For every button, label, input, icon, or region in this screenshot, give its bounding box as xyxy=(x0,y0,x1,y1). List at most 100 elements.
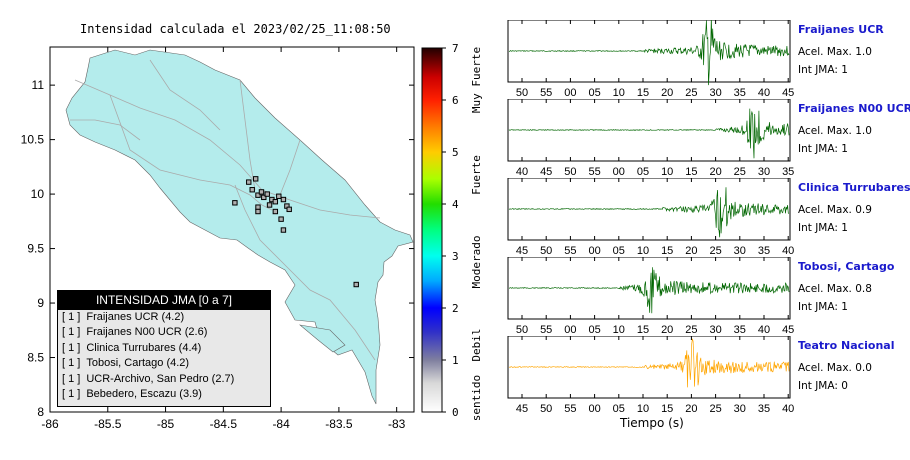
waveform-tick-label: 45 xyxy=(540,166,552,178)
waveform-tick-label: 20 xyxy=(685,245,697,257)
legend-level: [ 1 ] xyxy=(62,311,81,323)
accel-max-label: Acel. Max. 1.0 xyxy=(798,125,872,137)
scale-tick-label: 2 xyxy=(452,302,459,315)
accel-max-label: Acel. Max. 0.9 xyxy=(798,204,872,216)
intensity-legend: INTENSIDAD JMA [0 a 7] [ 1 ] Fraijanes UC… xyxy=(57,290,271,407)
legend-row: [ 1 ] Fraijanes UCR (4.2) xyxy=(58,310,270,325)
legend-row: [ 1 ] Bebedero, Escazu (3.9) xyxy=(58,387,270,402)
waveform-tick-label: 05 xyxy=(613,403,625,415)
waveform-tick-label: 25 xyxy=(709,403,721,415)
int-jma-label: Int JMA: 1 xyxy=(798,222,848,234)
legend-station-name: UCR-Archivo, San Pedro (2.7) xyxy=(86,372,235,385)
waveform-tick-label: 30 xyxy=(758,166,770,178)
station-marker xyxy=(286,206,292,213)
waveform-tick-label: 20 xyxy=(661,324,673,336)
waveform-tick-label: 10 xyxy=(613,87,625,99)
int-jma-label: Int JMA: 1 xyxy=(798,143,848,155)
waveform-tick-label: 40 xyxy=(758,324,770,336)
waveform-tick-label: 10 xyxy=(637,403,649,415)
map-x-tick-label: -84 xyxy=(272,417,290,431)
waveform-tick-label: 40 xyxy=(516,166,528,178)
map-x-tick-label: -83 xyxy=(388,417,406,431)
int-jma-label: Int JMA: 1 xyxy=(798,301,848,313)
station-marker xyxy=(258,189,265,195)
waveform-tick-label: 00 xyxy=(564,87,576,99)
waveform-trace xyxy=(508,338,790,388)
map-x-tick-label: -85 xyxy=(157,417,175,431)
station-title: Fraijanes UCR xyxy=(798,23,884,36)
map-y-tick-label: 11 xyxy=(32,78,45,92)
legend-row: [ 1 ] UCR-Archivo, San Pedro (2.7) xyxy=(58,372,270,387)
waveform-panel: 40 45 50 55 00 05 10 15 20 25 30 35 xyxy=(507,99,794,178)
station-marker xyxy=(255,192,261,198)
road-line xyxy=(239,79,256,191)
map-frame xyxy=(49,46,415,413)
legend-header: INTENSIDAD JMA [0 a 7] xyxy=(58,291,270,310)
waveform-tick-label: 15 xyxy=(661,245,673,257)
accel-max-label: Acel. Max. 1.0 xyxy=(798,46,872,58)
waveform-panel: 50 55 00 05 10 15 20 25 30 35 40 45 xyxy=(507,20,794,99)
waveform-trace xyxy=(508,20,790,86)
waveform-tick-label: 50 xyxy=(516,87,528,99)
scale-tick-label: 3 xyxy=(452,250,459,263)
scale-tick-label: 7 xyxy=(452,42,459,55)
road-line xyxy=(229,184,273,211)
scale-tick-label: 1 xyxy=(452,354,459,367)
waveform-tick-label: 00 xyxy=(588,245,600,257)
waveform-trace xyxy=(509,267,790,314)
waveform-tick-label: 00 xyxy=(613,166,625,178)
waveform-tick-label: 55 xyxy=(540,87,552,99)
station-marker xyxy=(276,193,282,199)
waveform-tick-label: 20 xyxy=(685,403,697,415)
waveform-tick-label: 55 xyxy=(588,166,600,178)
waveform-tick-label: 35 xyxy=(758,245,770,257)
accel-max-label: Acel. Max. 0.8 xyxy=(798,283,872,295)
station-marker xyxy=(280,196,287,203)
station-marker xyxy=(261,194,267,201)
scale-category-label: Debil xyxy=(470,328,483,361)
station-title: Clinica Turrubares xyxy=(798,181,910,194)
waveform-tick-label: 15 xyxy=(637,324,649,336)
waveform-tick-label: 45 xyxy=(782,324,794,336)
waveform-tick-label: 55 xyxy=(540,324,552,336)
legend-row: [ 1 ] Fraijanes N00 UCR (2.6) xyxy=(58,325,270,340)
waveform-tick-label: 25 xyxy=(709,245,721,257)
waveform-tick-label: 30 xyxy=(709,87,721,99)
station-marker xyxy=(278,216,284,222)
waveform-tick-label: 00 xyxy=(588,403,600,415)
waveform-tick-label: 15 xyxy=(661,403,673,415)
waveform-tick-label: 50 xyxy=(540,245,552,257)
waveform-tick-label: 00 xyxy=(564,324,576,336)
waveform-tick-label: 30 xyxy=(734,245,746,257)
legend-level: [ 1 ] xyxy=(62,387,81,400)
waveform-tick-label: 05 xyxy=(588,87,600,99)
station-title: Teatro Nacional xyxy=(798,339,895,352)
waveform-tick-label: 45 xyxy=(516,245,528,257)
waveform-tick-label: 20 xyxy=(661,87,673,99)
map-x-tick-label: -83.5 xyxy=(325,417,353,431)
road-line xyxy=(74,79,381,219)
legend-station-name: Tobosi, Cartago (4.2) xyxy=(86,357,190,370)
waveform-tick-label: 50 xyxy=(540,403,552,415)
scale-category-label: Fuerte xyxy=(470,155,483,195)
road-line xyxy=(70,119,141,141)
waveform-tick-label: 40 xyxy=(758,87,770,99)
legend-level: [ 1 ] xyxy=(62,326,81,339)
station-marker xyxy=(255,204,261,210)
int-jma-label: Int JMA: 1 xyxy=(798,64,848,76)
map-y-tick-label: 10.5 xyxy=(21,133,45,147)
legend-row: [ 1 ] Tobosi, Cartago (4.2) xyxy=(58,356,270,371)
station-marker xyxy=(255,208,261,215)
waveform-tick-label: 25 xyxy=(734,166,746,178)
scale-tick-label: 0 xyxy=(452,406,459,419)
legend-row: [ 1 ] Clinica Turrubares (4.4) xyxy=(58,341,270,356)
station-marker xyxy=(246,179,252,185)
scale-tick-label: 5 xyxy=(452,146,459,159)
waveform-tick-label: 30 xyxy=(709,324,721,336)
scale-category-label: No sentido xyxy=(470,375,483,420)
waveform-tick-label: 20 xyxy=(709,166,721,178)
waveform-tick-label: 05 xyxy=(637,166,649,178)
waveform-tick-label: 50 xyxy=(564,166,576,178)
waveform-tick-label: 05 xyxy=(613,245,625,257)
road-line xyxy=(279,139,301,196)
